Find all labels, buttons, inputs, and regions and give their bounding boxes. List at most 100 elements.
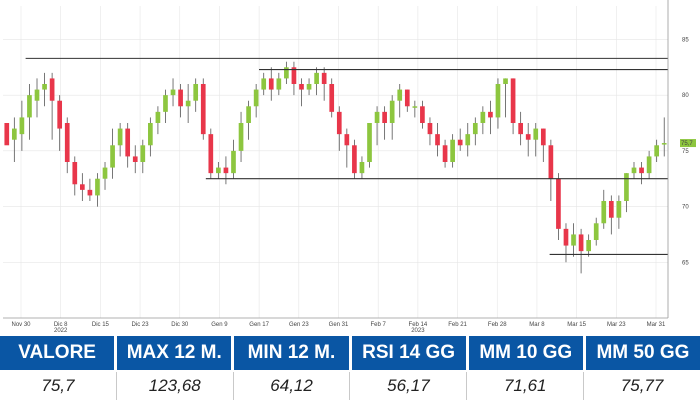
x-tick-label: Dic 30 (171, 322, 189, 328)
candle-up (374, 111, 380, 123)
candle-up (102, 167, 108, 179)
candle-down (87, 189, 93, 196)
candle-down (49, 78, 55, 101)
candle-up (465, 134, 471, 146)
candle-up (11, 128, 17, 140)
candle-up (27, 95, 32, 118)
x-tick-label: Mar 15 (567, 322, 586, 328)
candle-up (495, 84, 501, 118)
x-tick-label: Gen 17 (249, 322, 269, 328)
stat-value-max-12m: 123,68 (117, 372, 234, 400)
candle-down (556, 178, 561, 229)
x-tick-label: Feb 7 (371, 322, 387, 328)
candle-down (125, 128, 131, 157)
candle-down (64, 123, 70, 162)
x-tick-label: Feb 21 (448, 322, 467, 328)
candle-down (639, 167, 644, 174)
last-value-label: 75,7 (681, 141, 693, 147)
candle-up (216, 167, 221, 174)
stat-value-mm-10gg: 71,61 (467, 372, 585, 400)
candle-up (450, 139, 455, 162)
y-tick-label: 65 (682, 260, 689, 266)
candle-down (208, 134, 214, 174)
candle-down (132, 156, 138, 162)
x-tick-label: Gen 9 (211, 322, 228, 328)
candle-up (654, 145, 660, 157)
candle-down (336, 111, 342, 135)
candle-down (404, 89, 410, 107)
candle-up (238, 123, 244, 151)
stat-value-valore: 75,7 (0, 372, 117, 400)
x-tick-label: Feb 28 (488, 322, 507, 328)
candle-up (571, 234, 576, 246)
candle-down (291, 67, 297, 84)
candle-down (457, 139, 463, 146)
guide-lines-layer (25, 57, 668, 256)
candle-down (510, 78, 516, 123)
stat-header-mm-50gg: MM 50 GG (585, 336, 700, 370)
x-tick-label: Mar 23 (607, 322, 626, 328)
x-tick-label: Feb 14 (409, 322, 428, 328)
candle-up (480, 111, 486, 123)
stat-value-min-12m: 64,12 (234, 372, 351, 400)
candle-up (601, 201, 607, 224)
candle-down (72, 162, 78, 185)
candle-up (155, 111, 161, 123)
candle-down (268, 78, 274, 90)
candle-up (163, 95, 168, 112)
stat-header-mm-10gg: MM 10 GG (468, 336, 583, 370)
candle-up (397, 89, 403, 101)
candle-up (472, 123, 478, 135)
stat-header-rsi-14gg: RSI 14 GG (351, 336, 466, 370)
candles-layer (4, 61, 667, 274)
candle-up (276, 78, 282, 90)
candle-up (359, 162, 365, 174)
candle-up (367, 123, 372, 162)
candle-down (420, 106, 425, 123)
candle-down (329, 84, 335, 112)
candle-up (533, 128, 539, 140)
candle-up (19, 117, 25, 135)
candle-up (170, 89, 176, 96)
candle-up (42, 84, 47, 90)
candle-up (34, 89, 40, 101)
x-tick-label: Dic 23 (132, 322, 150, 328)
candle-down (435, 134, 440, 146)
stat-value-rsi-14gg: 56,17 (350, 372, 468, 400)
candle-up (148, 123, 153, 146)
stat-header-max-12m: MAX 12 M. (117, 336, 232, 370)
candle-down (321, 72, 327, 84)
chart-grid (3, 6, 668, 318)
candle-down (299, 84, 304, 90)
candle-down (223, 167, 229, 174)
candle-up (389, 100, 395, 123)
candle-up (503, 78, 508, 84)
candle-up (284, 67, 289, 79)
candle-up (412, 106, 418, 108)
candle-down (200, 84, 206, 135)
candle-down (344, 134, 350, 146)
stats-values-row: 75,7 123,68 64,12 56,17 71,61 75,77 (0, 372, 700, 400)
y-tick-label: 80 (682, 93, 689, 99)
stat-header-valore: VALORE (0, 336, 115, 370)
candle-up (261, 78, 267, 90)
candle-up (231, 150, 236, 174)
candle-up (661, 143, 667, 145)
candle-up (110, 145, 115, 168)
y-tick-label: 75 (682, 149, 689, 155)
last-value-badge (680, 139, 696, 148)
candle-down (427, 123, 433, 135)
candle-up (616, 201, 622, 218)
candle-down (57, 100, 63, 129)
candle-up (624, 173, 629, 201)
x-tick-label: Mar 31 (647, 322, 666, 328)
x-year-label: 2022 (54, 328, 68, 334)
candle-up (314, 72, 319, 84)
x-tick-label: Dic 8 (54, 322, 68, 328)
candle-up (593, 223, 599, 240)
candle-up (631, 167, 637, 174)
candle-down (518, 123, 523, 135)
x-tick-label: Nov 30 (11, 322, 31, 328)
x-tick-label: Mar 8 (529, 322, 545, 328)
axes-layer: 85 80 75 70 65 75,7 Nov 30 Dic 8 Dic 15 Dic 23 Dic… (3, 0, 696, 334)
